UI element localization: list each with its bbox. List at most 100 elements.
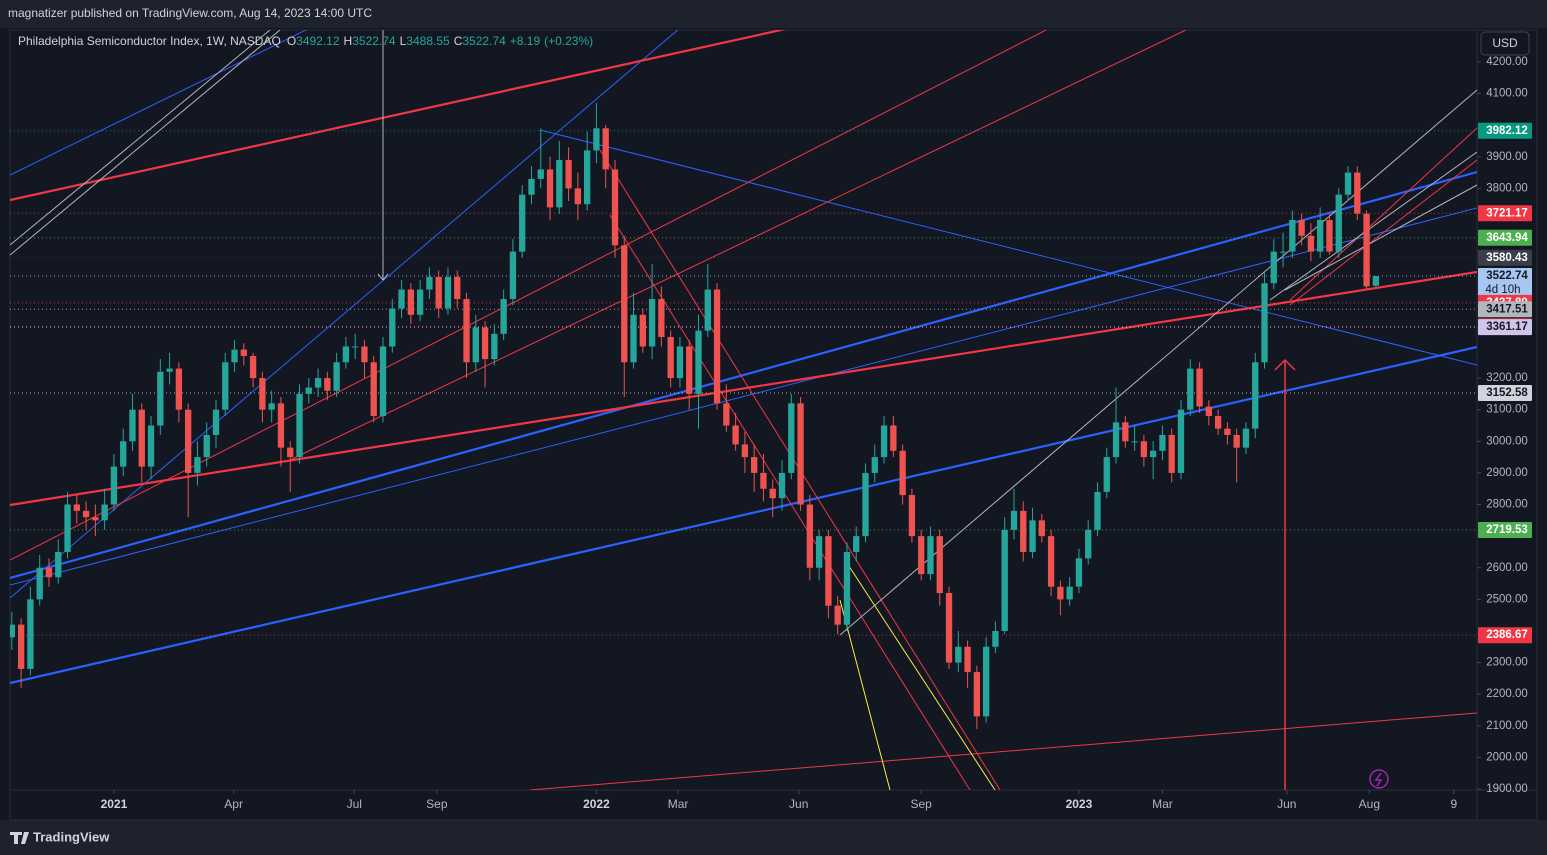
- candle-body: [277, 403, 285, 448]
- candle-body: [1112, 422, 1120, 458]
- y-tick-label: 3100.00: [1486, 404, 1528, 416]
- candle-body: [194, 457, 201, 473]
- x-tick-label: Sep: [911, 797, 933, 811]
- candle-body: [537, 169, 544, 179]
- price-label-box: [1478, 229, 1532, 246]
- axes: 4200.00 4100.00 3900.00 3800.00 3200.00 3100.…: [101, 56, 1532, 811]
- candle-body: [611, 169, 619, 246]
- candle-body: [871, 457, 878, 473]
- publisher: magnatizer published on TradingView.com,…: [8, 6, 372, 20]
- trend-line: [10, 170, 1477, 580]
- x-tick-label: Jul: [347, 797, 362, 811]
- candle-body: [1047, 536, 1055, 587]
- candle-body: [287, 447, 294, 458]
- trend-line: [10, 270, 1477, 507]
- candle-body: [778, 472, 786, 499]
- candle-body: [1233, 434, 1240, 448]
- legend-change: +8.19: [510, 34, 541, 48]
- y-tick-label: 1900.00: [1486, 783, 1528, 795]
- candle-body: [175, 368, 183, 410]
- candle-body: [583, 150, 591, 205]
- x-tick-label: Jun: [789, 797, 808, 811]
- y-tick-label: 4100.00: [1486, 88, 1528, 100]
- trend-line: [10, 30, 1048, 561]
- trend-line: [1289, 159, 1477, 306]
- candle-body: [918, 536, 925, 575]
- candle-body: [1224, 428, 1231, 435]
- candle-body: [1196, 368, 1203, 407]
- candle-body: [1279, 251, 1287, 253]
- candle-body: [667, 336, 674, 379]
- candle-body: [788, 403, 795, 473]
- price-label-box: [1478, 205, 1532, 222]
- candle-body: [500, 299, 507, 334]
- candle-body: [342, 346, 350, 363]
- price-label-box: [1478, 301, 1532, 318]
- candle-body: [1289, 220, 1296, 252]
- candle-body: [630, 314, 637, 363]
- legend: Philadelphia Semiconductor Index, 1W, NA…: [18, 34, 593, 48]
- y-tick-label: 3200.00: [1486, 372, 1528, 384]
- candle-body: [1372, 276, 1380, 286]
- candle-body: [815, 536, 823, 568]
- legend-value: 3488.55: [406, 34, 450, 48]
- candle-body: [314, 378, 322, 388]
- candle-body: [732, 425, 739, 445]
- candle-body: [454, 276, 461, 300]
- currency[interactable]: USD: [1492, 36, 1518, 50]
- candle-body: [1103, 457, 1110, 492]
- candle-body: [1214, 416, 1222, 429]
- candle-body: [1252, 362, 1259, 429]
- candle-body: [212, 409, 220, 435]
- candle-body: [222, 362, 229, 410]
- candle-body: [556, 159, 563, 208]
- candle-body: [1085, 529, 1092, 559]
- candle-body: [444, 276, 452, 309]
- price-label-box: [1478, 627, 1532, 644]
- candle-body: [1326, 220, 1333, 252]
- trend-line: [10, 345, 1477, 685]
- trend-line: [10, 30, 787, 202]
- trend-line: [609, 214, 971, 790]
- candle-body: [843, 551, 851, 625]
- candle-body: [509, 251, 517, 300]
- candle-body: [704, 289, 711, 331]
- candle-body: [138, 409, 145, 467]
- candle-body: [1242, 428, 1250, 448]
- candle-body: [1140, 441, 1148, 458]
- candle-body: [17, 624, 25, 669]
- price-label: 3361.17: [1486, 321, 1528, 333]
- y-tick-label: 2200.00: [1486, 688, 1528, 700]
- price-label: 3643.94: [1486, 232, 1528, 244]
- candle-body: [1122, 422, 1129, 442]
- x-tick-label: 2022: [583, 797, 610, 811]
- brand: TradingView: [33, 829, 110, 844]
- candle-body: [1363, 213, 1370, 287]
- legend-label: O: [287, 34, 296, 48]
- candle-body: [1317, 220, 1324, 252]
- candle-body: [296, 393, 303, 458]
- candle-body: [741, 444, 749, 458]
- price-label: 3721.17: [1486, 207, 1528, 219]
- price-label-box: [1478, 319, 1532, 336]
- candle-body: [834, 605, 841, 625]
- trend-line: [289, 30, 1187, 461]
- alert-icon[interactable]: [1369, 769, 1389, 789]
- trend-line: [839, 599, 891, 790]
- candle-body: [1057, 586, 1064, 600]
- header-bar: [0, 0, 1547, 28]
- price-label-box: [1478, 122, 1532, 139]
- candle-body: [185, 409, 192, 473]
- currency-button[interactable]: [1480, 31, 1530, 56]
- x-tick-label: Aug: [1359, 797, 1380, 811]
- x-tick-label: 9: [1450, 797, 1457, 811]
- candle-body: [1187, 368, 1194, 410]
- candle-body: [1020, 510, 1027, 552]
- footer-bar: [0, 820, 1547, 855]
- candle-body: [1029, 520, 1036, 552]
- candle-body: [1298, 220, 1305, 236]
- candle-body: [64, 504, 71, 552]
- legend-value: 3492.12: [296, 34, 340, 48]
- candle-body: [880, 425, 888, 458]
